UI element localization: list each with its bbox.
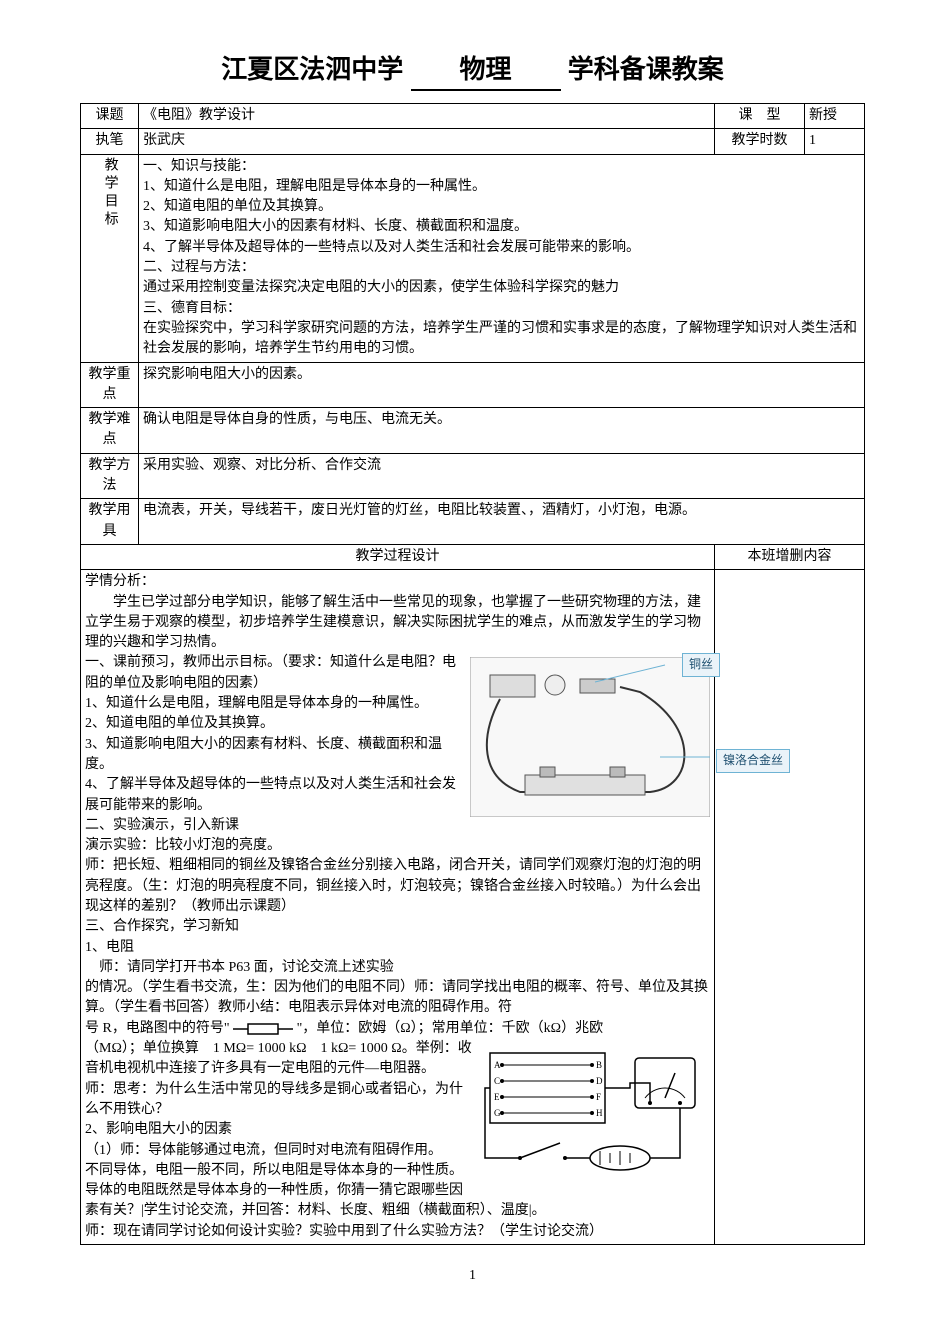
difficulty-value: 确认电阻是导体自身的性质，与电压、电流无关。 bbox=[139, 408, 865, 454]
table-row: 学情分析： 学生已学过部分电学知识，能够了解生活中一些常见的现象，也掌握了一些研… bbox=[81, 570, 865, 1245]
svg-text:G: G bbox=[494, 1108, 501, 1118]
svg-text:A: A bbox=[494, 1060, 501, 1070]
hours-value: 1 bbox=[805, 129, 865, 154]
svg-text:H: H bbox=[596, 1108, 603, 1118]
svg-text:F: F bbox=[596, 1092, 601, 1102]
lesson-plan-table: 课题 《电阻》教学设计 课 型 新授 执笔 张武庆 教学时数 1 教学目标 一、… bbox=[80, 103, 865, 1245]
symbol-pre: 号 R，电路图中的符号" bbox=[85, 1021, 230, 1036]
topic-label: 课题 bbox=[81, 104, 139, 129]
svg-text:B: B bbox=[596, 1060, 602, 1070]
type-value: 新授 bbox=[805, 104, 865, 129]
circuit-diagram-2: A B C D E F G H bbox=[480, 1043, 710, 1190]
callout-copper: 铜丝 bbox=[682, 653, 720, 676]
school-name: 江夏区法泗中学 bbox=[221, 54, 403, 84]
svg-text:D: D bbox=[596, 1076, 603, 1086]
method-label: 教学方法 bbox=[81, 453, 139, 499]
table-row: 教学过程设计 本班增删内容 bbox=[81, 544, 865, 569]
symbol-line: 号 R，电路图中的符号" "，单位：欧姆（Ω）；常用单位：千欧（kΩ）兆欧 bbox=[85, 1019, 710, 1039]
circuit-diagram-1: 铜丝 镍洛合金丝 bbox=[470, 657, 710, 824]
keypoint-label: 教学重点 bbox=[81, 362, 139, 408]
symbol-post: "，单位：欧姆（Ω）；常用单位：千欧（kΩ）兆欧 bbox=[297, 1021, 604, 1036]
table-row: 教学用具 电流表，开关，导线若干，废日光灯管的灯丝，电阻比较装置、，酒精灯，小灯… bbox=[81, 499, 865, 545]
table-row: 教学重点 探究影响电阻大小的因素。 bbox=[81, 362, 865, 408]
mid-text: 的情况。（学生看书交流，生：因为他们的电阻不同）师：请同学找出电阻的概率、符号、… bbox=[85, 978, 710, 1019]
svg-text:E: E bbox=[494, 1092, 500, 1102]
circuit-diagram-icon bbox=[470, 657, 710, 817]
subject-blank: 物理 bbox=[411, 50, 561, 91]
difficulty-label: 教学难点 bbox=[81, 408, 139, 454]
resistor-symbol-icon bbox=[233, 1022, 293, 1036]
type-label: 课 型 bbox=[715, 104, 805, 129]
author-value: 张武庆 bbox=[139, 129, 715, 154]
method-value: 采用实验、观察、对比分析、合作交流 bbox=[139, 453, 865, 499]
table-row: 教学难点 确认电阻是导体自身的性质，与电压、电流无关。 bbox=[81, 408, 865, 454]
topic-value: 《电阻》教学设计 bbox=[139, 104, 715, 129]
analysis-text: 学生已学过部分电学知识，能够了解生活中一些常见的现象，也掌握了一些研究物理的方法… bbox=[85, 593, 710, 654]
table-row: 教学目标 一、知识与技能： 1、知道什么是电阻，理解电阻是导体本身的一种属性。 … bbox=[81, 154, 865, 362]
table-row: 执笔 张武庆 教学时数 1 bbox=[81, 129, 865, 154]
hours-label: 教学时数 bbox=[715, 129, 805, 154]
title-suffix: 学科备课教案 bbox=[568, 54, 724, 84]
svg-text:C: C bbox=[494, 1076, 500, 1086]
process-content: 学情分析： 学生已学过部分电学知识，能够了解生活中一些常见的现象，也掌握了一些研… bbox=[81, 570, 715, 1245]
keypoint-value: 探究影响电阻大小的因素。 bbox=[139, 362, 865, 408]
analysis-title: 学情分析： bbox=[85, 572, 710, 592]
table-row: 课题 《电阻》教学设计 课 型 新授 bbox=[81, 104, 865, 129]
discussion-text: 师：请同学打开书本 P63 面，讨论交流上述实验 bbox=[85, 958, 710, 978]
tools-label: 教学用具 bbox=[81, 499, 139, 545]
page-number: 1 bbox=[80, 1265, 865, 1286]
tools-value: 电流表，开关，导线若干，废日光灯管的灯丝，电阻比较装置、，酒精灯，小灯泡，电源。 bbox=[139, 499, 865, 545]
objectives-text: 一、知识与技能： 1、知道什么是电阻，理解电阻是导体本身的一种属性。 2、知道电… bbox=[139, 154, 865, 362]
page-title: 江夏区法泗中学 物理 学科备课教案 bbox=[80, 50, 865, 91]
author-label: 执笔 bbox=[81, 129, 139, 154]
callout-nickel: 镍洛合金丝 bbox=[716, 749, 790, 772]
process-header: 教学过程设计 bbox=[81, 544, 715, 569]
ammeter-circuit-icon: A B C D E F G H bbox=[480, 1043, 710, 1183]
notes-header: 本班增删内容 bbox=[715, 544, 865, 569]
objectives-label: 教学目标 bbox=[81, 154, 139, 362]
table-row: 教学方法 采用实验、观察、对比分析、合作交流 bbox=[81, 453, 865, 499]
notes-column bbox=[715, 570, 865, 1245]
